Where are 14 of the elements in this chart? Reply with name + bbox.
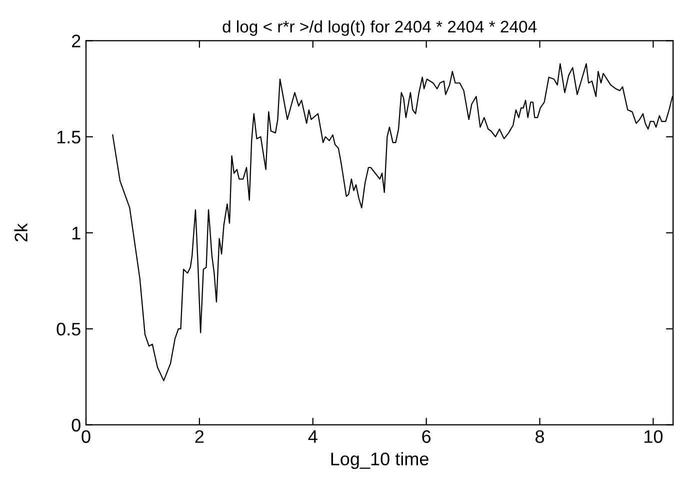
x-tick-label: 0 [82,430,90,443]
y-tick-label: 1 [72,226,80,240]
x-tick-label: 10 [644,430,663,443]
y-tick-label: 1.5 [57,130,80,144]
x-tick-label: 8 [536,430,544,443]
x-axis-title: Log_10 time [331,452,428,469]
y-tick-label: 2 [72,34,80,48]
x-tick-label: 6 [422,430,431,443]
y-axis-title: 2k [14,223,28,242]
y-tick-label: 0.5 [56,322,80,336]
x-tick-label: 2 [195,430,204,443]
chart-title: d log < r*r >/d log(t) for 2404 * 2404 * 2404 [222,20,537,36]
x-tick-label: 4 [308,430,318,443]
y-tick-label: 0 [72,418,80,432]
